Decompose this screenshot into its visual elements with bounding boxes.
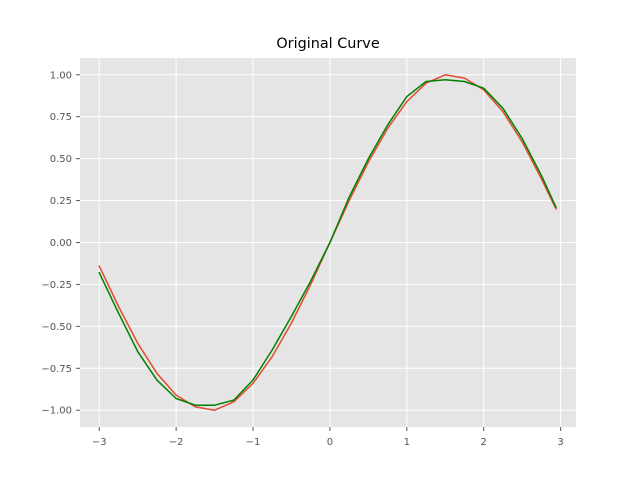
y-tick-label: −0.75	[41, 364, 72, 375]
y-tick-label: 0.75	[50, 112, 72, 123]
y-tick-label: −0.50	[41, 322, 72, 333]
y-tick-label: 0.00	[50, 238, 72, 249]
chart-title: Original Curve	[276, 36, 379, 52]
series-line-2	[98, 79, 557, 406]
x-tick-label: 2	[481, 437, 487, 448]
grid-lines	[80, 58, 576, 427]
x-tick-label: −1	[246, 437, 261, 448]
x-tick-label: −2	[169, 437, 184, 448]
x-axis: −3 −2 −1 0 1 2 3	[92, 427, 564, 448]
y-tick-label: 0.25	[50, 196, 72, 207]
series-lines	[98, 74, 557, 411]
y-tick-label: 1.00	[50, 70, 72, 81]
y-axis: −1.00 −0.75 −0.50 −0.25 0.00 0.25 0.50 0.75 1.00	[41, 70, 80, 417]
y-tick-label: 0.50	[50, 154, 72, 165]
x-tick-label: 0	[327, 437, 333, 448]
x-tick-label: −3	[92, 437, 107, 448]
x-tick-label: 1	[404, 437, 410, 448]
x-tick-label: 3	[557, 437, 563, 448]
y-tick-label: −0.25	[41, 280, 72, 291]
y-tick-label: −1.00	[41, 406, 72, 417]
